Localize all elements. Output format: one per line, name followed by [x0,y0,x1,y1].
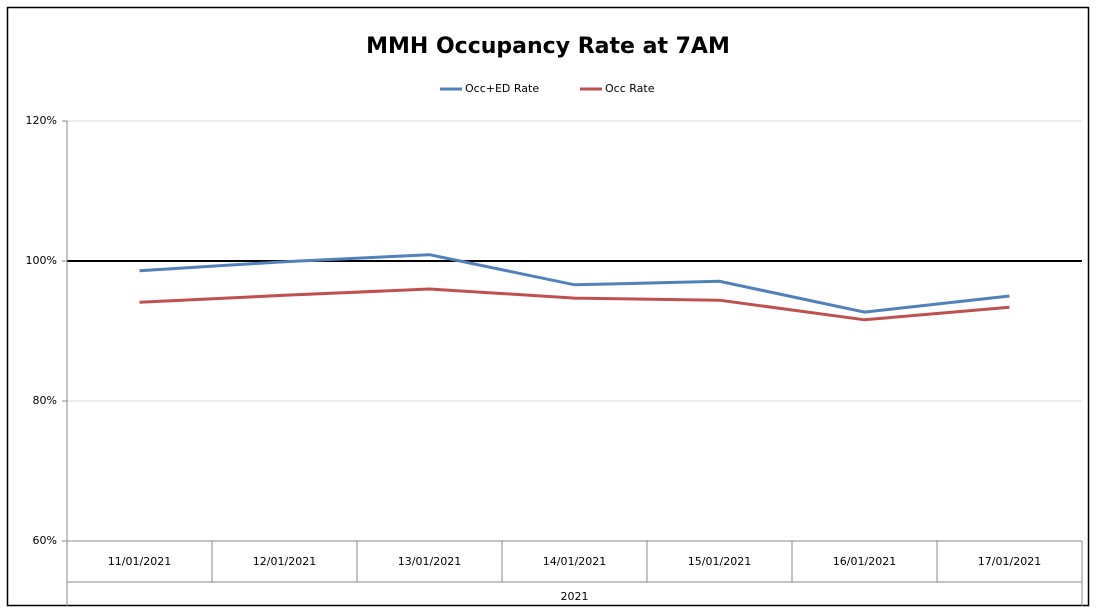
x-tick-label: 12/01/2021 [253,555,316,568]
y-tick-label: 60% [33,534,57,547]
category-group-label: 2021 [561,590,589,603]
x-tick-label: 11/01/2021 [108,555,171,568]
y-tick-label: 80% [33,394,57,407]
chart-title: MMH Occupancy Rate at 7AM [366,34,730,59]
legend-label: Occ Rate [605,82,655,95]
y-tick-label: 100% [26,254,57,267]
x-tick-label: 15/01/2021 [688,555,751,568]
x-tick-label: 14/01/2021 [543,555,606,568]
x-tick-label: 17/01/2021 [978,555,1041,568]
series-line [139,253,1010,314]
x-tick-label: 16/01/2021 [833,555,896,568]
y-tick-label: 120% [26,114,57,127]
legend-label: Occ+ED Rate [465,82,539,95]
series-line [139,287,1010,322]
x-tick-label: 13/01/2021 [398,555,461,568]
